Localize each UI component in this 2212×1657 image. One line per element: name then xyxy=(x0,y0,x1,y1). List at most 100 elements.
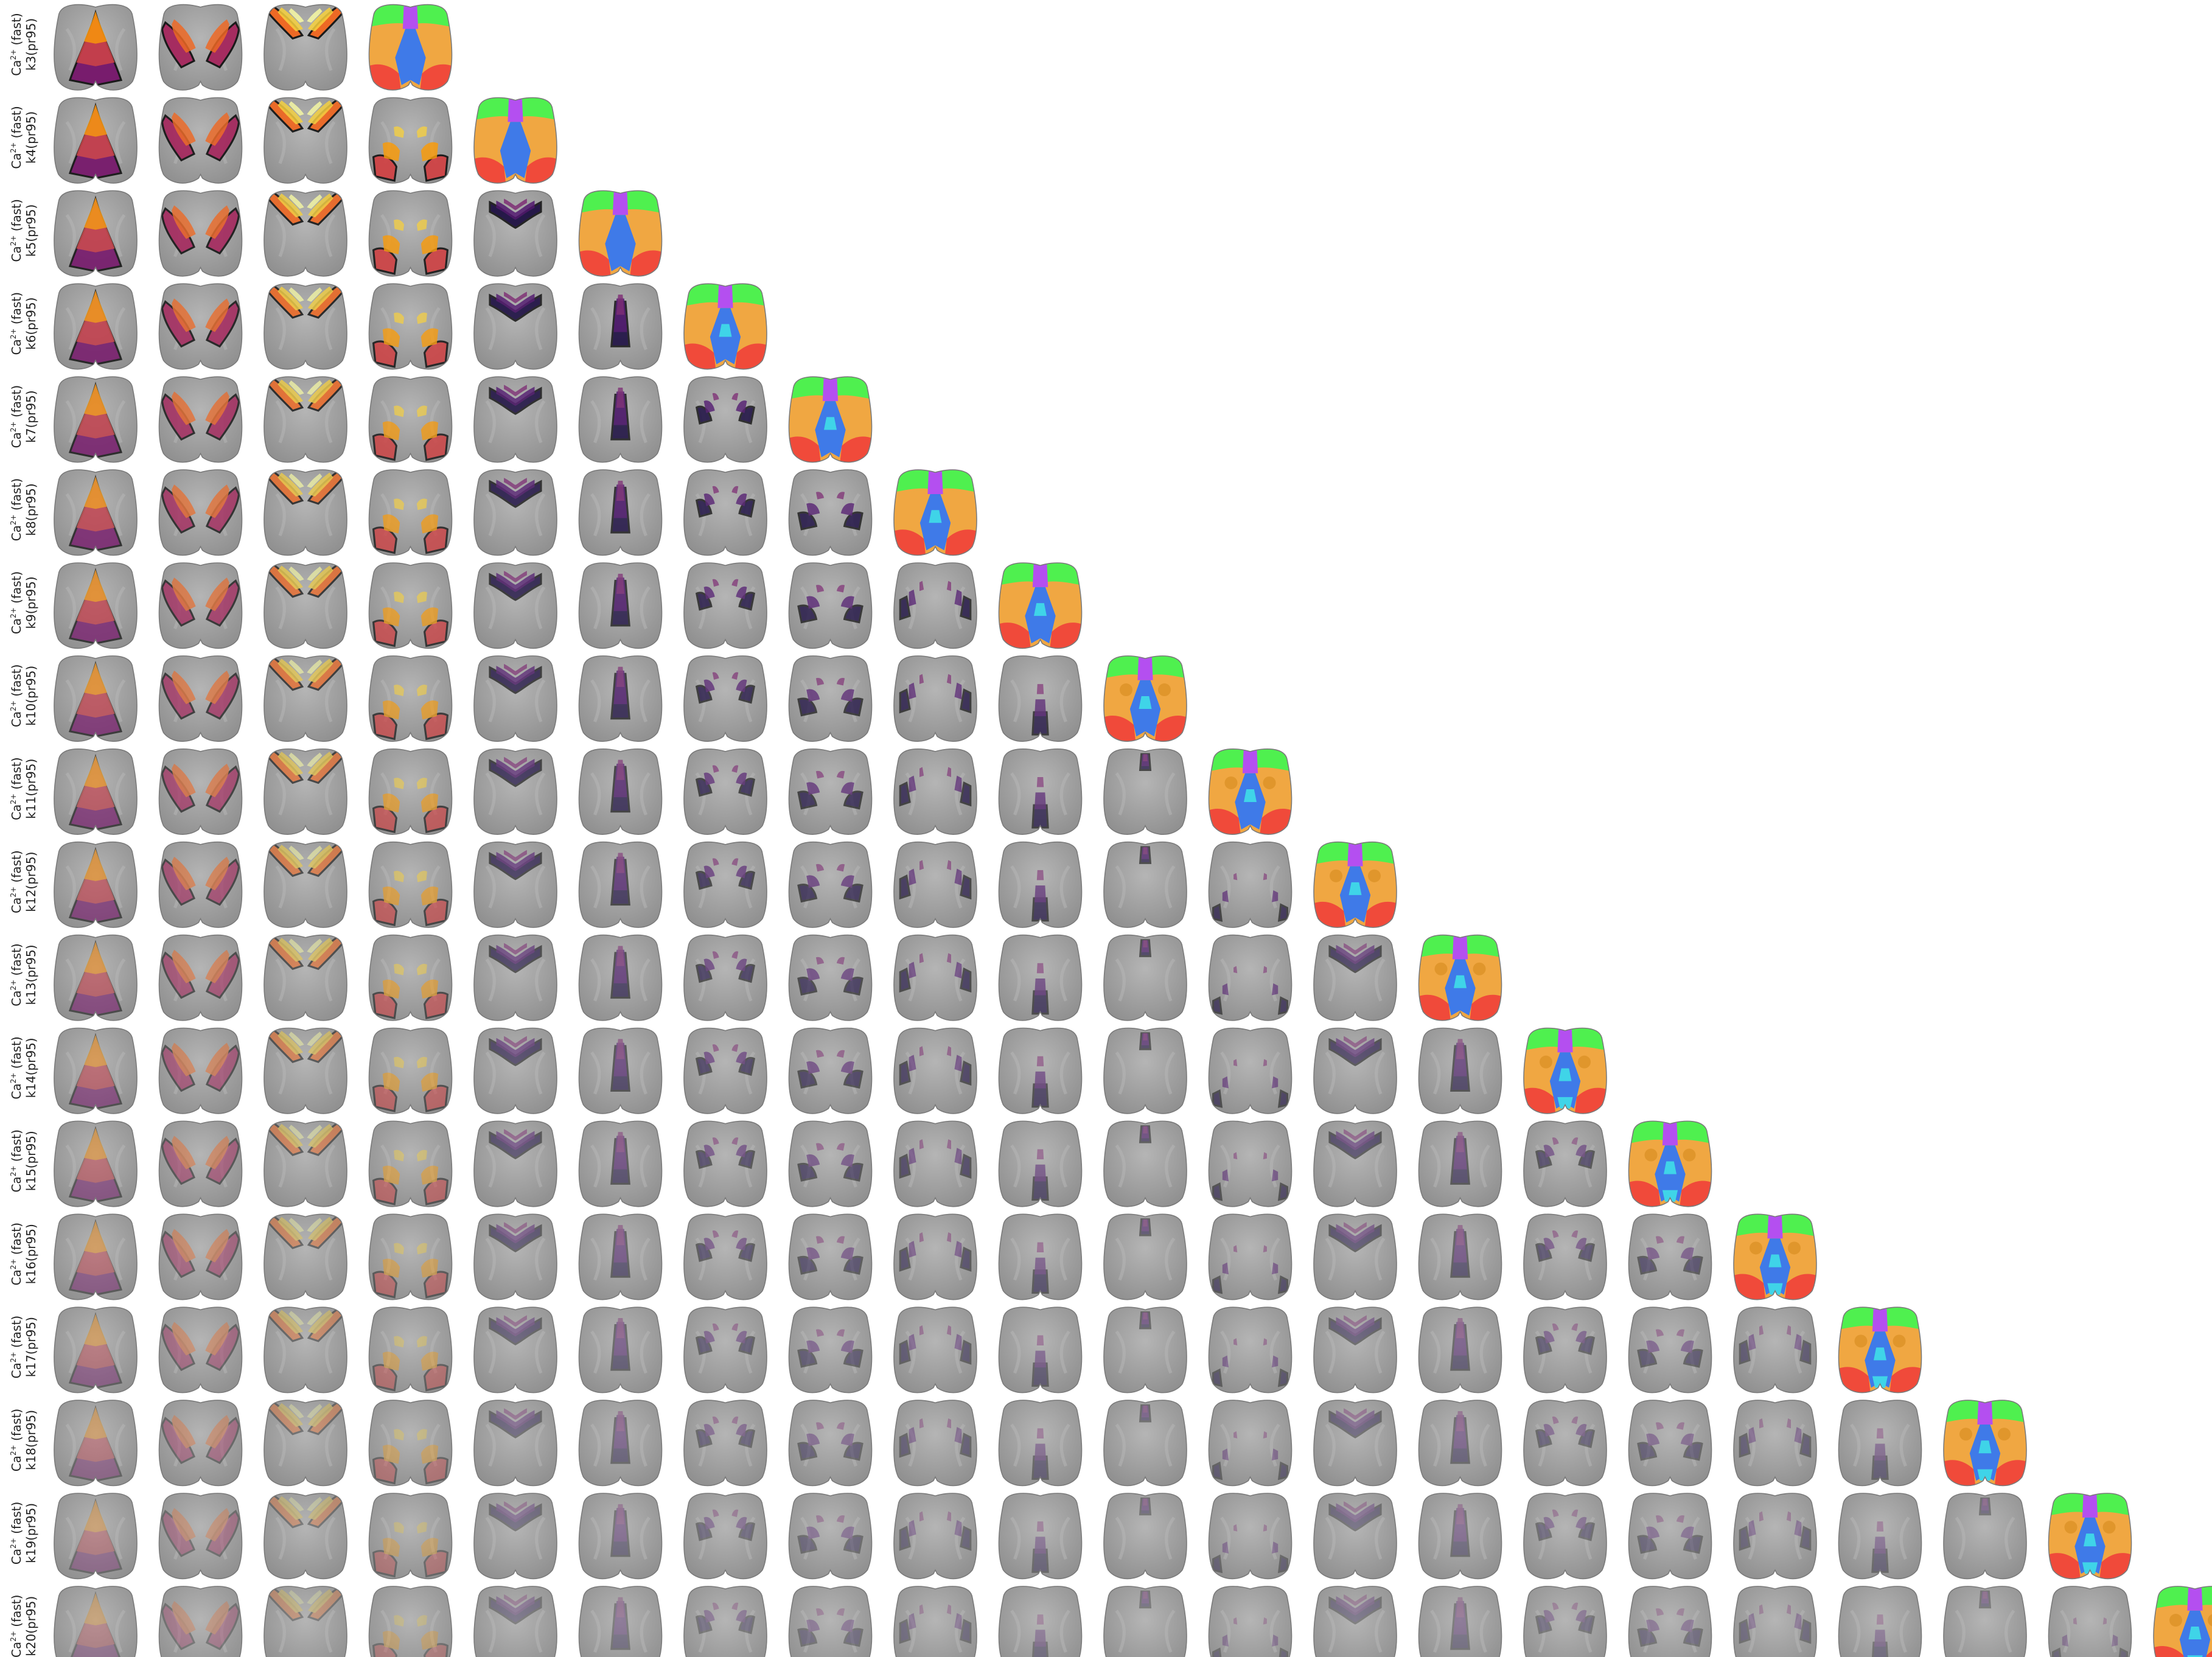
cluster-map xyxy=(788,934,873,1021)
cluster-map xyxy=(683,1027,767,1114)
cluster-map xyxy=(263,376,347,463)
cluster-map xyxy=(578,1586,663,1657)
cluster-map xyxy=(998,1027,1083,1114)
atlas-map xyxy=(1523,1027,1607,1114)
cluster-map xyxy=(1103,748,1187,835)
atlas-map xyxy=(1628,1120,1712,1207)
row-label-line1: Ca2+ (fast) xyxy=(9,106,24,169)
row-label-line2: k12(pr95) xyxy=(24,852,38,912)
cluster-map xyxy=(368,376,453,463)
cluster-map xyxy=(893,1400,977,1487)
atlas-map xyxy=(1313,841,1397,928)
cluster-map xyxy=(473,1586,557,1657)
cluster-map xyxy=(578,1400,663,1487)
row-label: Ca2+ (fast) k16(pr95) xyxy=(9,1223,38,1285)
cluster-map xyxy=(578,748,663,835)
cluster-map xyxy=(683,1586,767,1657)
cluster-map xyxy=(263,190,347,277)
cluster-map xyxy=(368,1120,453,1207)
cluster-map xyxy=(998,1493,1083,1580)
cluster-map xyxy=(1313,1120,1397,1207)
cluster-map xyxy=(683,655,767,742)
cluster-map xyxy=(473,655,557,742)
row-label: Ca2+ (fast) k3(pr95) xyxy=(9,13,38,75)
cluster-map xyxy=(1313,1027,1397,1114)
cluster-map xyxy=(1733,1586,1817,1657)
cluster-map xyxy=(473,748,557,835)
cluster-map xyxy=(263,4,347,91)
cluster-map xyxy=(1523,1306,1607,1394)
row-label-line2: k16(pr95) xyxy=(24,1224,38,1284)
row-label-line2: k4(pr95) xyxy=(24,111,38,164)
cluster-map xyxy=(683,1120,767,1207)
cluster-map xyxy=(788,469,873,556)
cluster-map xyxy=(54,841,138,928)
cluster-map xyxy=(1208,1586,1293,1657)
cluster-map xyxy=(368,562,453,649)
cluster-map xyxy=(893,1213,977,1300)
row-label: Ca2+ (fast) k6(pr95) xyxy=(9,292,38,355)
cluster-map xyxy=(368,841,453,928)
cluster-map xyxy=(54,1306,138,1394)
cluster-map xyxy=(578,934,663,1021)
atlas-map xyxy=(1733,1213,1817,1300)
atlas-map xyxy=(893,469,977,556)
row-label-line1: Ca2+ (fast) xyxy=(9,478,24,541)
cluster-map xyxy=(54,1400,138,1487)
cluster-map xyxy=(368,1493,453,1580)
cluster-map xyxy=(1103,934,1187,1021)
cluster-map xyxy=(1838,1493,1922,1580)
row-label-line2: k13(pr95) xyxy=(24,944,38,1005)
cluster-map xyxy=(263,655,347,742)
cluster-map xyxy=(54,748,138,835)
cluster-map xyxy=(998,934,1083,1021)
cluster-map xyxy=(1418,1586,1502,1657)
cluster-map xyxy=(158,4,243,91)
cluster-map xyxy=(473,283,557,370)
row-label-line1: Ca2+ (fast) xyxy=(9,571,24,634)
cluster-map xyxy=(578,469,663,556)
cluster-map xyxy=(683,748,767,835)
cluster-map xyxy=(473,190,557,277)
cluster-map xyxy=(158,1213,243,1300)
cluster-map xyxy=(54,1027,138,1114)
cluster-map xyxy=(158,469,243,556)
cluster-map xyxy=(1313,1400,1397,1487)
cluster-map xyxy=(1628,1400,1712,1487)
row-label-line2: k7(pr95) xyxy=(24,390,38,442)
cluster-map xyxy=(54,562,138,649)
cluster-map xyxy=(263,748,347,835)
cluster-map xyxy=(578,283,663,370)
row-label: Ca2+ (fast) k12(pr95) xyxy=(9,850,38,913)
cluster-map xyxy=(368,1586,453,1657)
cluster-map xyxy=(54,376,138,463)
row-label: Ca2+ (fast) k13(pr95) xyxy=(9,943,38,1006)
cluster-map xyxy=(158,934,243,1021)
cluster-map xyxy=(1418,1306,1502,1394)
cluster-map xyxy=(473,1213,557,1300)
row-label-line2: k20(pr95) xyxy=(24,1596,38,1656)
cluster-map xyxy=(1943,1493,2027,1580)
cluster-map xyxy=(473,1120,557,1207)
cluster-map xyxy=(368,283,453,370)
cluster-map xyxy=(263,841,347,928)
cluster-map xyxy=(158,190,243,277)
atlas-map xyxy=(1943,1400,2027,1487)
cluster-map xyxy=(368,934,453,1021)
cluster-map xyxy=(1418,1213,1502,1300)
cluster-map xyxy=(158,841,243,928)
cluster-map xyxy=(788,1213,873,1300)
cluster-map xyxy=(578,1027,663,1114)
row-label-line1: Ca2+ (fast) xyxy=(9,665,24,727)
cluster-map xyxy=(578,1120,663,1207)
cluster-map xyxy=(1103,1586,1187,1657)
row-label-line2: k9(pr95) xyxy=(24,576,38,629)
cluster-map xyxy=(1523,1493,1607,1580)
cluster-map xyxy=(1628,1586,1712,1657)
cluster-map xyxy=(263,97,347,184)
cluster-map xyxy=(368,748,453,835)
cluster-map xyxy=(893,841,977,928)
cluster-map xyxy=(368,1400,453,1487)
cluster-map xyxy=(893,1306,977,1394)
cluster-map xyxy=(54,655,138,742)
